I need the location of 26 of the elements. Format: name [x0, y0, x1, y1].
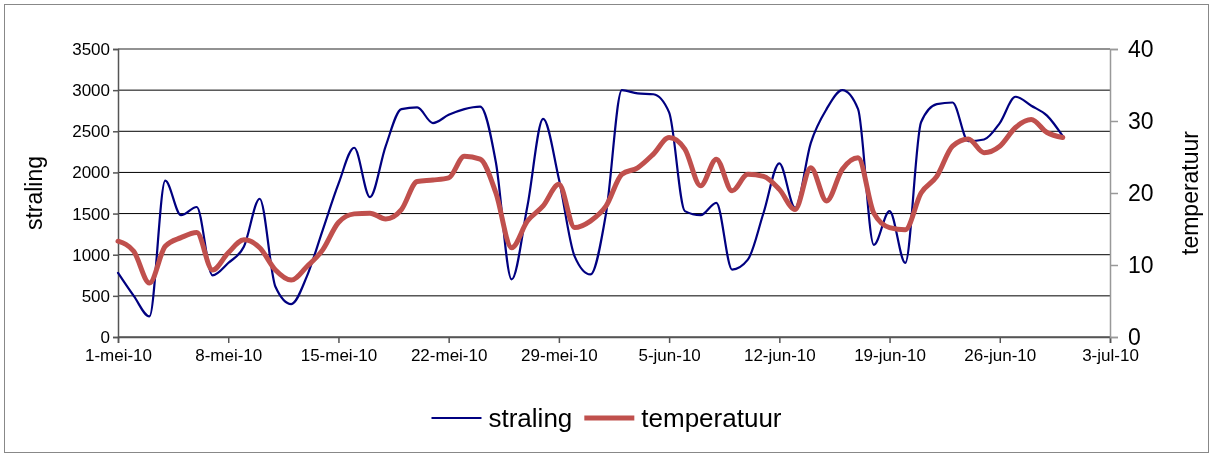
- x-tick-label: 29-mei-10: [521, 346, 598, 366]
- x-tick-label: 8-mei-10: [195, 346, 263, 366]
- y-tick-label: 1000: [72, 245, 110, 265]
- legend-label: straling: [488, 403, 573, 433]
- y-tick-label: 2000: [72, 163, 110, 183]
- y-axis-title: straling: [21, 155, 47, 231]
- x-tick-label: 22-mei-10: [410, 346, 488, 366]
- y-tick-label: 0: [100, 327, 110, 347]
- line-series: [116, 89, 1064, 318]
- y2-tick-label: 20: [1128, 179, 1154, 206]
- y2-tick-label: 40: [1128, 35, 1154, 62]
- y-tick-label: 500: [81, 286, 110, 306]
- y-tick-label: 3000: [72, 81, 110, 101]
- y2-tick-label: 30: [1128, 107, 1154, 134]
- y-tick-label: 3500: [72, 39, 110, 59]
- x-tick-label: 1-mei-10: [84, 346, 153, 366]
- legend-label: temperatuur: [641, 403, 782, 433]
- y2-axis-title: temperatuur: [1177, 130, 1203, 256]
- x-tick-label: 26-jun-10: [964, 346, 1037, 366]
- x-tick-label: 19-jun-10: [854, 346, 926, 366]
- y2-tick-label: 10: [1128, 251, 1154, 278]
- x-tick-label: 12-jun-10: [743, 346, 816, 366]
- x-tick-label: 5-jun-10: [638, 346, 701, 366]
- y-tick-label: 2500: [72, 122, 110, 142]
- y-tick-label: 1500: [72, 204, 110, 224]
- x-tick-label: 15-mei-10: [300, 346, 378, 366]
